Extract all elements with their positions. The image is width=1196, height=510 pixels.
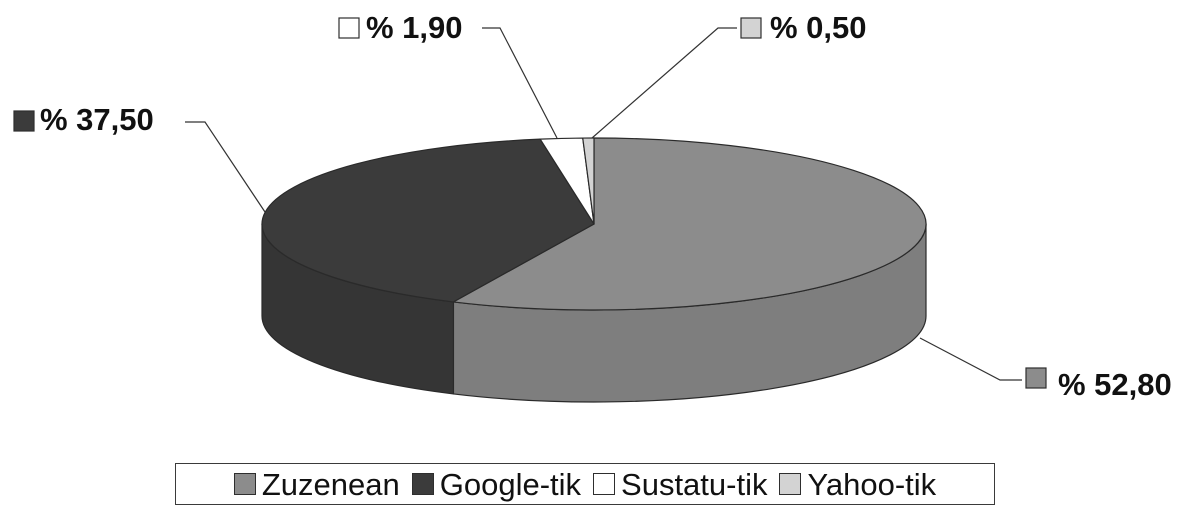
legend-label-yahoo-tik: Yahoo-tik — [807, 466, 937, 502]
data-label-swatch-zuzenean — [1025, 367, 1047, 389]
data-label-google-tik: % 37,50 — [40, 102, 154, 137]
data-label-zuzenean: % 52,80 — [1058, 367, 1172, 402]
legend-item-zuzenean: Zuzenean — [233, 466, 400, 502]
pie-top-faces — [261, 137, 927, 311]
leader-line-google-tik — [185, 121, 266, 213]
pie-slice-zuzenean — [451, 137, 927, 311]
legend-item-yahoo-tik: Yahoo-tik — [779, 469, 936, 500]
data-label-yahoo-tik: % 0,50 — [770, 10, 867, 45]
legend-label-google-tik: Google-tik — [439, 466, 582, 502]
legend-swatch-yahoo-tik — [779, 473, 802, 495]
legend-swatch-google-tik — [411, 473, 434, 495]
data-label-sustatu-tik: % 1,90 — [366, 10, 463, 45]
leader-line-zuzenean — [919, 337, 1022, 381]
pie-slice-google-tik — [261, 138, 595, 303]
leader-line-sustatu-tik — [482, 27, 558, 139]
legend-swatch-sustatu-tik — [593, 473, 616, 495]
data-label-swatch-yahoo-tik — [740, 17, 762, 39]
data-label-swatch-sustatu-tik — [338, 17, 360, 39]
pie-slice-yahoo-tik — [582, 137, 595, 225]
legend-swatch-zuzenean — [233, 473, 256, 495]
legend-item-google-tik: Google-tik — [411, 466, 582, 502]
pie-data-labels: % 52,80 % 37,50 % 1,90 % 0,50 — [13, 10, 1172, 402]
data-label-swatch-google-tik — [13, 110, 35, 132]
legend-label-sustatu-tik: Sustatu-tik — [621, 466, 768, 502]
legend-item-sustatu-tik: Sustatu-tik — [593, 469, 767, 500]
chart-legend: Zuzenean Google-tik Sustatu-tik Yahoo-ti… — [175, 463, 995, 505]
legend-label-zuzenean: Zuzenean — [261, 466, 400, 502]
leader-line-yahoo-tik — [591, 27, 737, 139]
